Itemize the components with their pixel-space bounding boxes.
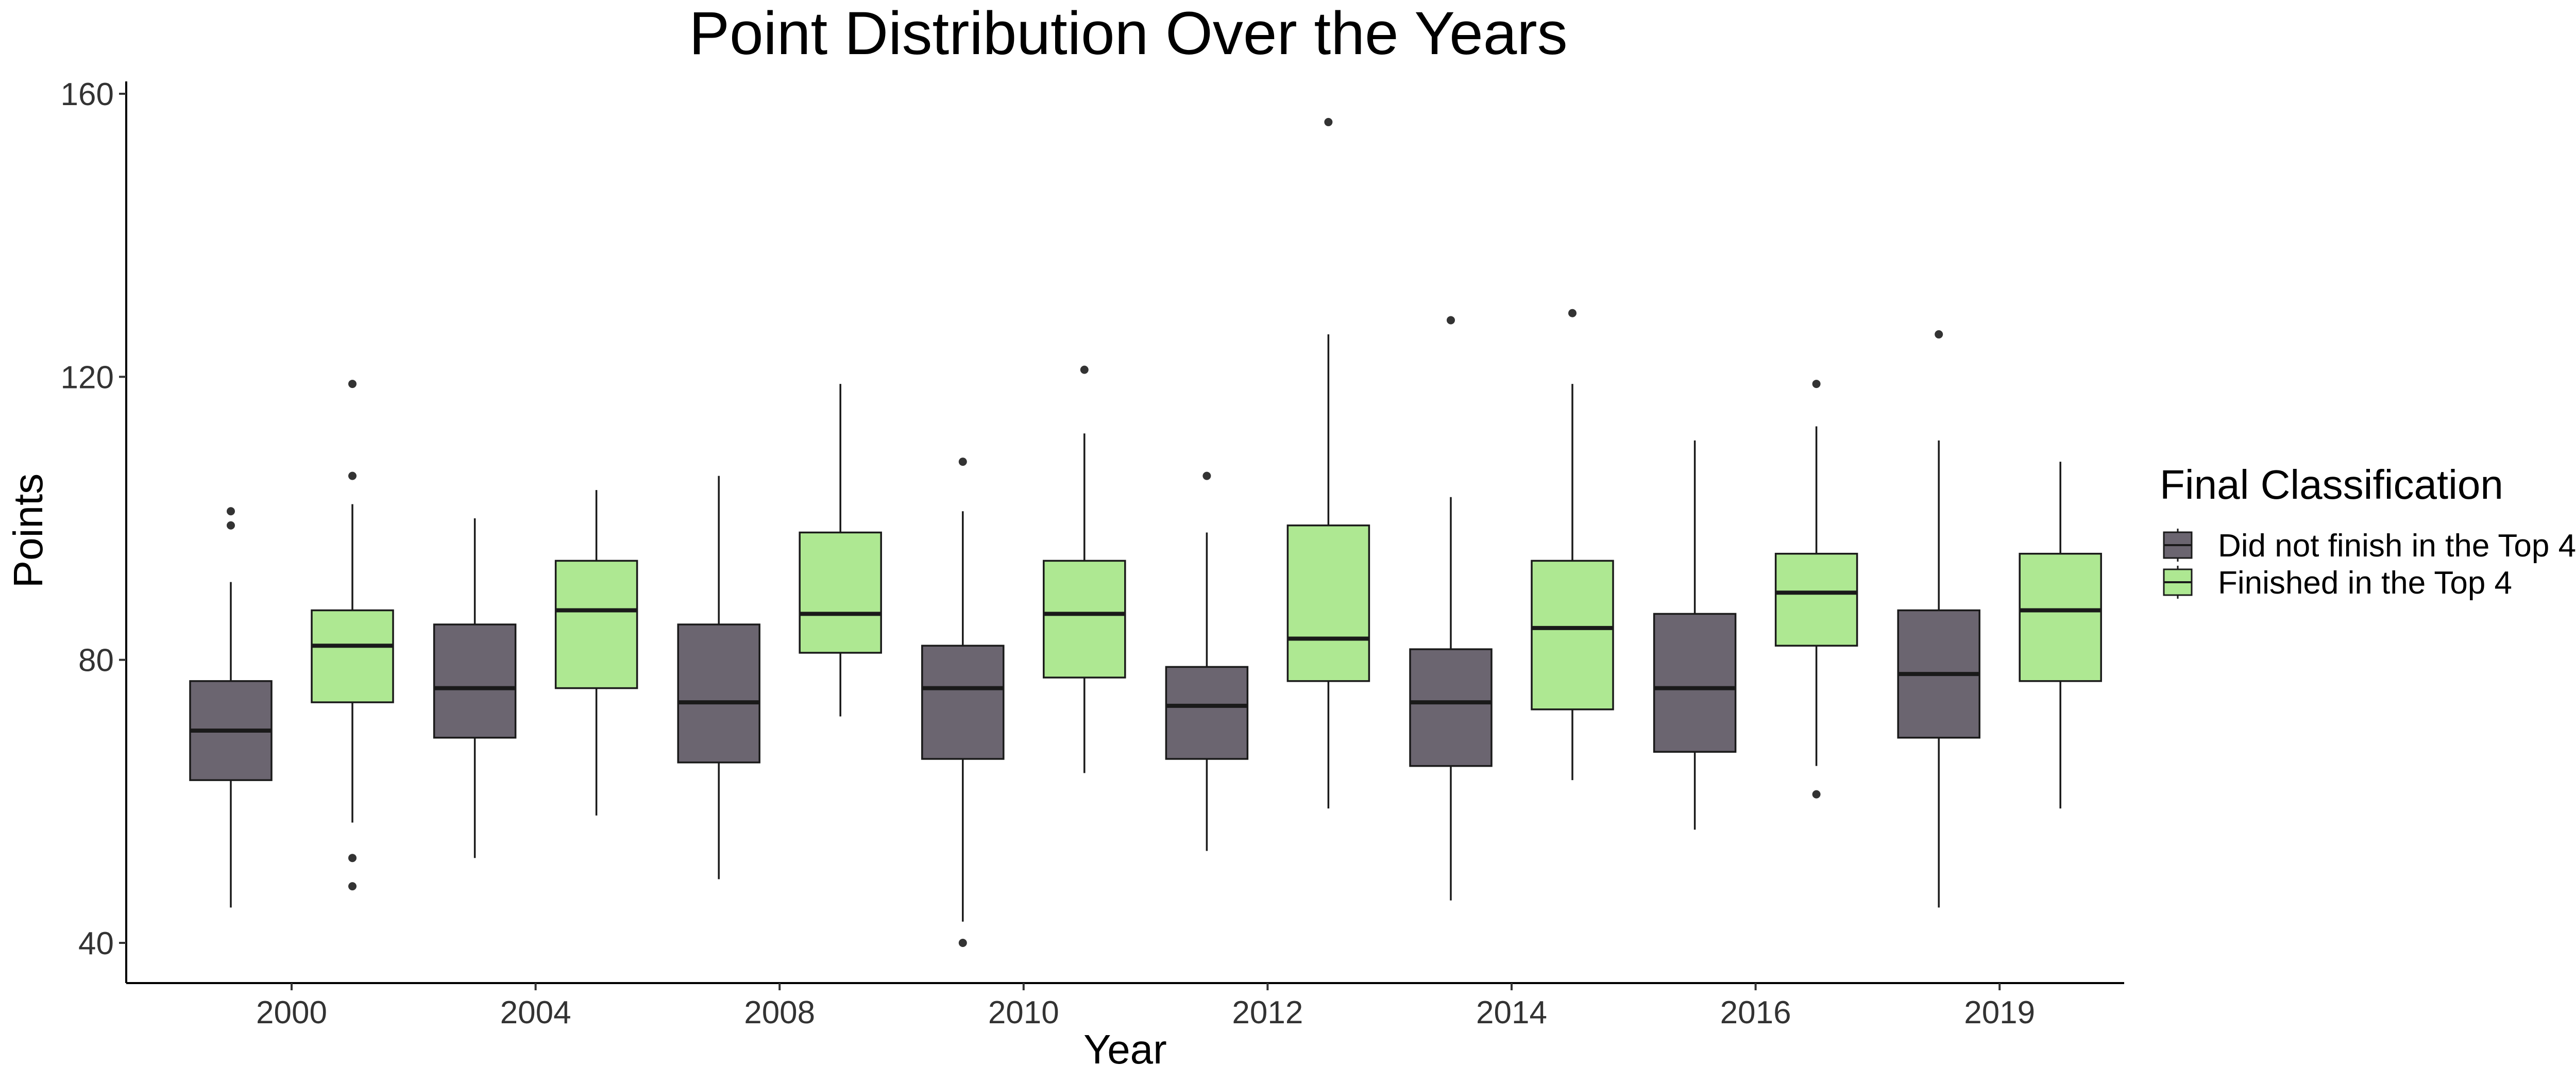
legend-label: Finished in the Top 4: [2218, 565, 2512, 601]
box-2012-1: [1286, 117, 1370, 809]
outlier-point: [227, 521, 235, 530]
box-2014-0: [1409, 316, 1493, 901]
chart-title: Point Distribution Over the Years: [689, 0, 1567, 67]
box-body: [921, 645, 1005, 760]
box-2000-1: [311, 380, 394, 891]
box-2019-1: [2019, 462, 2102, 809]
x-axis-title: Year: [1083, 1026, 1167, 1072]
outlier-point: [1812, 790, 1821, 799]
outlier-point: [1568, 309, 1577, 317]
outlier-point: [348, 471, 357, 480]
box-body: [433, 623, 517, 739]
box-body: [677, 623, 760, 764]
box-2008-1: [799, 384, 882, 717]
x-tick-label: 2000: [256, 995, 327, 1030]
legend-label: Did not finish in the Top 4: [2218, 528, 2576, 564]
outlier-point: [348, 854, 357, 863]
box-2008-0: [677, 476, 760, 880]
box-body: [311, 609, 394, 703]
series-0: [189, 316, 1980, 947]
box-body: [1774, 552, 1858, 647]
box-body: [1531, 560, 1614, 711]
box-body: [554, 560, 638, 689]
outlier-point: [1324, 117, 1333, 126]
x-axis-ticks: 2000 2004 2008 2010 2012 2014 2016 2019: [256, 983, 2035, 1030]
box-body: [1653, 613, 1737, 753]
box-2012-0: [1165, 471, 1249, 851]
outlier-point: [1080, 365, 1089, 374]
y-axis-ticks: 40 80 120 160: [61, 77, 126, 961]
legend: Final Classification Did not finish in t…: [2160, 462, 2576, 601]
box-body: [2019, 552, 2102, 682]
y-tick-label: 80: [78, 643, 114, 679]
x-tick-label: 2019: [1964, 995, 2035, 1030]
outlier-point: [958, 458, 967, 466]
box-body: [1286, 524, 1370, 682]
box-2010-1: [1043, 365, 1126, 773]
box-body: [799, 531, 882, 654]
x-tick-label: 2008: [744, 995, 815, 1030]
outlier-point: [227, 507, 235, 516]
box-2000-0: [189, 507, 273, 908]
box-body: [1409, 648, 1493, 767]
x-tick-label: 2010: [988, 995, 1059, 1030]
series-1: [311, 117, 2102, 891]
box-2014-1: [1531, 309, 1614, 781]
x-tick-label: 2004: [500, 995, 571, 1030]
outlier-point: [348, 882, 357, 891]
box-2016-1: [1774, 380, 1858, 799]
y-tick-label: 160: [61, 77, 114, 112]
x-tick-label: 2014: [1476, 995, 1547, 1030]
y-tick-label: 120: [61, 360, 114, 395]
box-2019-0: [1897, 330, 1980, 908]
box-2016-0: [1653, 440, 1737, 830]
box-body: [1165, 666, 1249, 760]
box-body: [1043, 560, 1126, 679]
outlier-point: [1202, 471, 1211, 480]
plot-area: [189, 117, 2102, 947]
box-2004-1: [554, 490, 638, 816]
box-2010-0: [921, 458, 1005, 947]
y-tick-label: 40: [78, 926, 114, 961]
legend-item-1: Finished in the Top 4: [2163, 565, 2512, 601]
outlier-point: [1935, 330, 1943, 339]
x-tick-label: 2016: [1720, 995, 1791, 1030]
legend-title: Final Classification: [2160, 462, 2503, 508]
outlier-point: [1447, 316, 1455, 325]
legend-item-0: Did not finish in the Top 4: [2163, 528, 2576, 564]
outlier-point: [348, 380, 357, 388]
outlier-point: [958, 939, 967, 947]
y-axis-title: Points: [5, 474, 51, 588]
box-2004-0: [433, 518, 517, 858]
outlier-point: [1812, 380, 1821, 388]
x-tick-label: 2012: [1232, 995, 1303, 1030]
